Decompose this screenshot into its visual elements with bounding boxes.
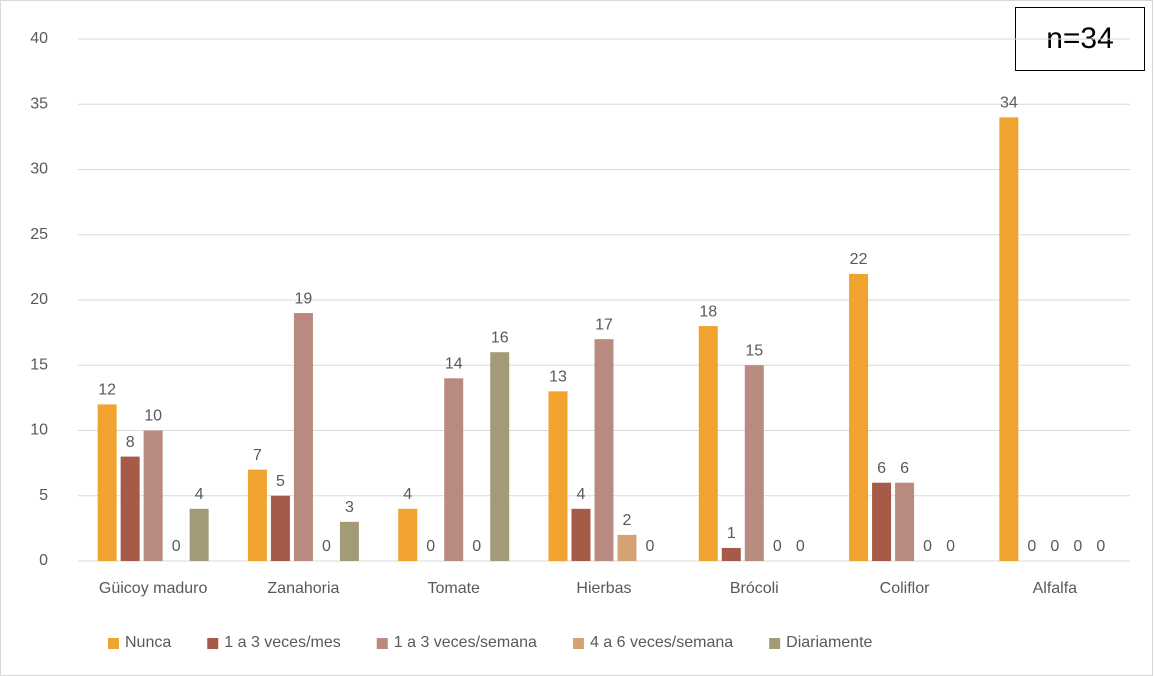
bar: [698, 326, 718, 561]
data-label: 12: [98, 382, 116, 399]
data-label: 4: [403, 486, 412, 503]
data-label: 15: [745, 342, 763, 359]
bar: [721, 547, 741, 561]
y-tick-label: 30: [30, 161, 48, 178]
y-tick-label: 0: [39, 552, 48, 569]
data-label: 0: [946, 538, 955, 555]
data-label: 16: [491, 329, 509, 346]
bar: [744, 365, 764, 561]
data-label: 0: [773, 538, 782, 555]
legend-label: 4 a 6 veces/semana: [590, 634, 733, 651]
bar: [849, 273, 869, 561]
legend-swatch: [376, 638, 388, 649]
legend-swatch: [108, 638, 119, 649]
legend-label: 1 a 3 veces/mes: [224, 634, 341, 651]
legend-label: Nunca: [125, 634, 171, 651]
data-label: 0: [1027, 538, 1036, 555]
data-label: 19: [295, 290, 313, 307]
data-label: 0: [426, 538, 435, 555]
x-tick-label: Zanahoria: [267, 580, 339, 597]
bar: [872, 482, 892, 561]
data-label: 22: [850, 251, 868, 268]
bar: [548, 391, 568, 561]
data-label: 5: [276, 473, 285, 490]
legend-swatch: [769, 638, 781, 649]
data-label: 4: [195, 486, 204, 503]
data-label: 2: [623, 512, 632, 529]
annotation: n=34: [1046, 22, 1114, 55]
data-label: 14: [445, 356, 463, 373]
data-label: 0: [923, 538, 932, 555]
y-tick-label: 10: [30, 422, 48, 439]
data-label: 13: [549, 369, 567, 386]
bar: [398, 508, 418, 561]
bar: [490, 352, 510, 561]
legend-swatch: [207, 638, 219, 649]
data-label: 18: [699, 303, 717, 320]
data-label: 0: [172, 538, 181, 555]
bar: [571, 508, 591, 561]
bar: [594, 339, 614, 561]
x-tick-label: Hierbas: [576, 580, 631, 597]
legend-swatch: [572, 638, 584, 649]
y-tick-label: 25: [30, 226, 48, 243]
bar: [143, 430, 163, 561]
bar: [270, 495, 290, 561]
bar: [120, 456, 140, 561]
y-tick-label: 40: [30, 30, 48, 47]
bar: [247, 469, 267, 561]
data-label: 17: [595, 316, 613, 333]
data-label: 0: [1096, 538, 1105, 555]
bar: [293, 313, 313, 561]
data-label: 0: [646, 538, 655, 555]
data-label: 7: [253, 447, 262, 464]
legend-label: Diariamente: [786, 634, 872, 651]
bar: [895, 482, 915, 561]
x-tick-label: Güicoy maduro: [99, 580, 208, 597]
data-label: 0: [1073, 538, 1082, 555]
bar: [189, 508, 209, 561]
data-label: 10: [144, 408, 162, 425]
y-tick-label: 15: [30, 356, 48, 373]
bar: [444, 378, 464, 561]
data-label: 3: [345, 499, 354, 516]
bar: [97, 404, 117, 561]
data-label: 1: [727, 525, 736, 542]
x-tick-label: Alfalfa: [1033, 580, 1078, 597]
x-tick-label: Coliflor: [880, 580, 930, 597]
data-label: 0: [472, 538, 481, 555]
bar: [339, 521, 359, 561]
data-label: 8: [126, 434, 135, 451]
y-tick-label: 20: [30, 291, 48, 308]
data-label: 0: [1050, 538, 1059, 555]
data-label: 0: [322, 538, 331, 555]
bar: [999, 117, 1019, 562]
y-tick-label: 35: [30, 95, 48, 112]
y-tick-label: 5: [39, 487, 48, 504]
x-tick-label: Tomate: [427, 580, 480, 597]
legend-label: 1 a 3 veces/semana: [394, 634, 537, 651]
data-label: 6: [877, 460, 886, 477]
data-label: 0: [796, 538, 805, 555]
data-label: 34: [1000, 95, 1018, 112]
x-tick-label: Brócoli: [730, 580, 779, 597]
bar: [617, 534, 637, 561]
data-label: 6: [900, 460, 909, 477]
data-label: 4: [577, 486, 586, 503]
